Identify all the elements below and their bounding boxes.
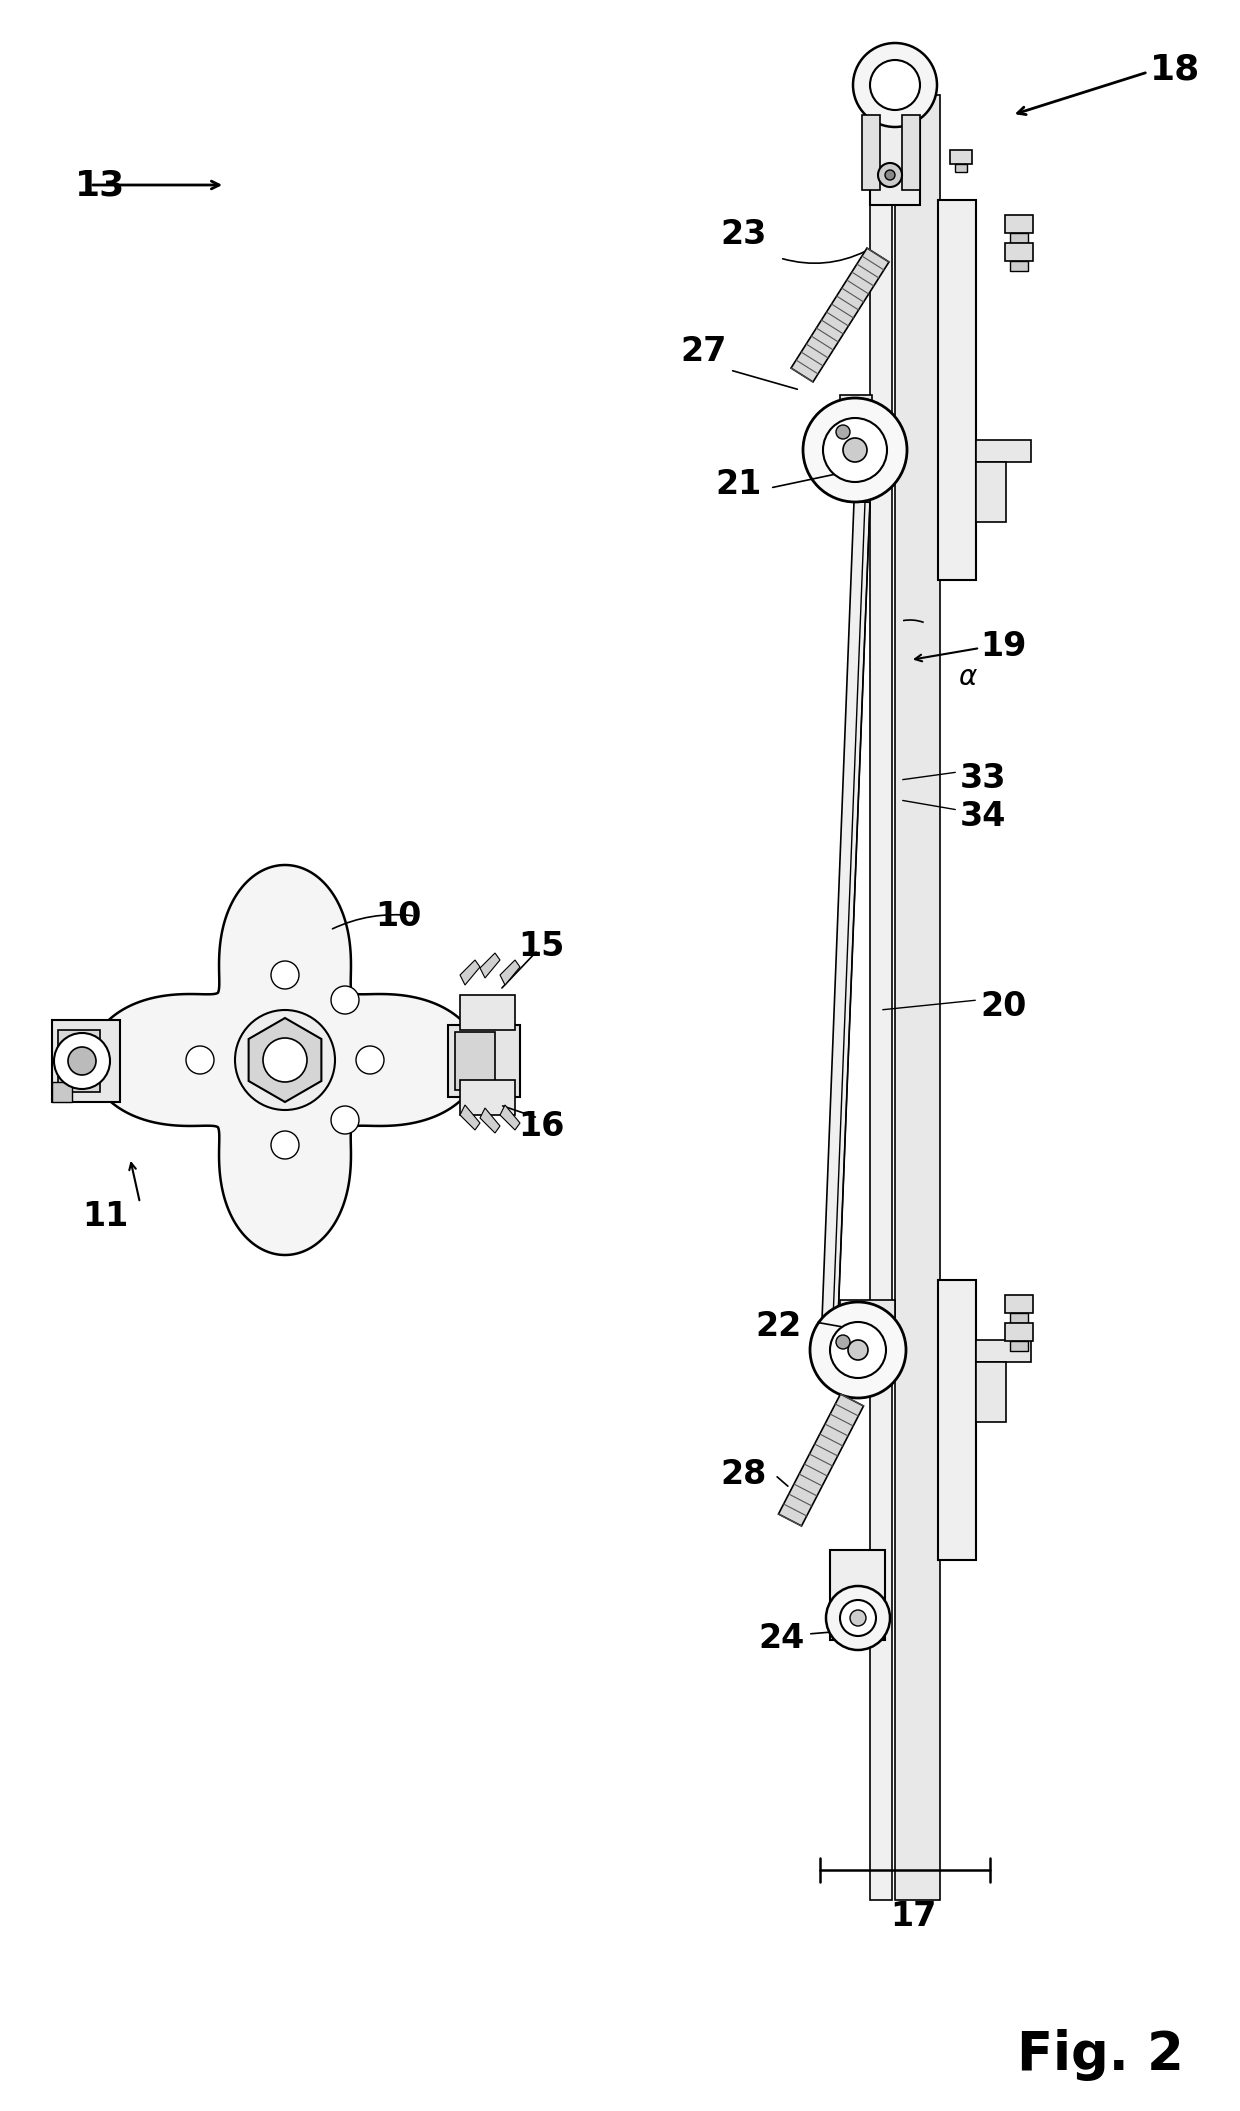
Bar	[901, 114, 920, 190]
Circle shape	[878, 163, 901, 188]
Circle shape	[55, 1032, 110, 1089]
Circle shape	[839, 1600, 875, 1636]
Circle shape	[272, 961, 299, 988]
Bar	[1011, 1340, 1028, 1351]
Bar	[455, 1032, 495, 1089]
Circle shape	[263, 1039, 308, 1083]
Circle shape	[885, 171, 895, 179]
Text: 10: 10	[374, 899, 422, 933]
Bar	[839, 1300, 895, 1340]
Text: 19: 19	[980, 629, 1027, 663]
Circle shape	[826, 1585, 890, 1651]
Bar	[937, 1279, 976, 1560]
Bar	[448, 1026, 520, 1098]
Circle shape	[870, 59, 920, 110]
Circle shape	[236, 1009, 335, 1110]
Text: 16: 16	[518, 1110, 564, 1142]
Text: 18: 18	[1149, 53, 1200, 87]
Text: 27: 27	[680, 336, 727, 367]
Polygon shape	[779, 1393, 863, 1526]
Circle shape	[810, 1302, 906, 1397]
Polygon shape	[91, 866, 480, 1256]
Text: 24: 24	[758, 1621, 805, 1655]
Text: 33: 33	[960, 762, 1007, 796]
Bar	[976, 1362, 1006, 1423]
Bar	[937, 201, 976, 581]
Text: 20: 20	[980, 990, 1027, 1024]
Polygon shape	[480, 952, 500, 977]
Circle shape	[853, 42, 937, 127]
Text: 21: 21	[715, 469, 761, 500]
Bar	[870, 95, 892, 1900]
Bar	[460, 994, 515, 1030]
Text: $\alpha$: $\alpha$	[959, 663, 978, 690]
Bar	[460, 1081, 515, 1115]
Bar	[1004, 1294, 1033, 1313]
Text: 15: 15	[518, 931, 564, 963]
Polygon shape	[480, 1108, 500, 1134]
Bar	[830, 1549, 885, 1640]
Circle shape	[250, 1026, 320, 1096]
Bar	[976, 462, 1006, 521]
Circle shape	[804, 399, 906, 502]
Bar	[895, 95, 940, 1900]
Bar	[58, 1030, 100, 1091]
Circle shape	[331, 1106, 360, 1134]
Bar	[828, 1340, 888, 1374]
Bar	[1004, 215, 1033, 232]
Bar	[1004, 243, 1033, 262]
Polygon shape	[822, 502, 870, 1319]
Text: 34: 34	[960, 800, 1007, 834]
Circle shape	[843, 437, 867, 462]
Bar	[870, 110, 920, 205]
Circle shape	[830, 1321, 887, 1378]
Text: 13: 13	[74, 169, 125, 203]
Bar	[976, 439, 1030, 462]
Bar	[1011, 262, 1028, 270]
Circle shape	[356, 1045, 384, 1074]
Polygon shape	[249, 1018, 321, 1102]
Circle shape	[848, 1340, 868, 1359]
Bar	[1004, 1324, 1033, 1340]
Text: 17: 17	[890, 1900, 936, 1934]
Bar	[1011, 232, 1028, 243]
Circle shape	[836, 424, 849, 439]
Bar	[52, 1020, 120, 1102]
Circle shape	[849, 1611, 866, 1625]
Circle shape	[836, 1334, 849, 1349]
Bar	[830, 431, 885, 464]
Bar	[1011, 1313, 1028, 1324]
Polygon shape	[460, 1104, 480, 1129]
Text: 22: 22	[755, 1311, 801, 1343]
Bar	[839, 395, 872, 431]
Circle shape	[186, 1045, 215, 1074]
Circle shape	[272, 1131, 299, 1159]
Polygon shape	[791, 249, 889, 382]
Polygon shape	[500, 1104, 520, 1129]
Text: 23: 23	[720, 217, 766, 251]
Circle shape	[68, 1047, 95, 1074]
Bar	[862, 114, 880, 190]
Bar	[52, 1083, 72, 1102]
Text: Fig. 2: Fig. 2	[1017, 2029, 1183, 2081]
Bar	[950, 150, 972, 165]
Bar	[955, 165, 967, 171]
Polygon shape	[500, 961, 520, 986]
Circle shape	[331, 986, 360, 1013]
Bar	[976, 1340, 1030, 1362]
Circle shape	[823, 418, 887, 481]
Polygon shape	[460, 961, 480, 986]
Text: 28: 28	[720, 1459, 766, 1490]
Text: 11: 11	[82, 1199, 128, 1233]
